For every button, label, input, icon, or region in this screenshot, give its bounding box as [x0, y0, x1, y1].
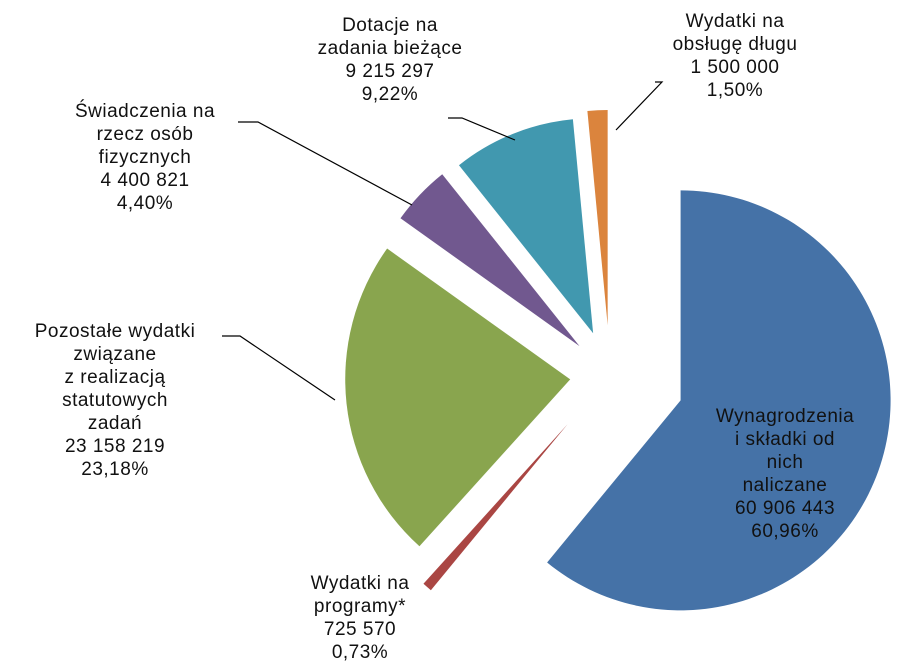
percent-label: 0,73% — [331, 642, 389, 663]
pie-slice — [423, 424, 568, 591]
value-label: 23 158 219 — [64, 436, 166, 457]
category-label: Wydatki na programy* — [310, 573, 410, 617]
pie-slice — [458, 119, 594, 334]
value-label: 1 500 000 — [690, 57, 780, 78]
value-label: 4 400 821 — [100, 170, 190, 191]
pie-slice — [400, 174, 580, 347]
value-label: 9 215 297 — [345, 61, 435, 82]
percent-label: 4,40% — [116, 193, 174, 214]
slice-label: Wydatki na obsługę długu 1 500 000 1,50% — [673, 10, 798, 102]
leader-line — [222, 335, 336, 401]
percent-label: 60,96% — [751, 521, 819, 542]
percent-label: 9,22% — [361, 84, 419, 105]
value-label: 60 906 443 — [734, 498, 836, 519]
value-label: 725 570 — [323, 619, 397, 640]
pie-slice — [547, 190, 891, 611]
pie-slice — [345, 248, 571, 547]
slice-label: Wynagrodzenia i składki od nich naliczan… — [716, 405, 854, 543]
pie-slice — [587, 110, 608, 326]
category-label: Wydatki na obsługę długu — [672, 11, 798, 55]
slice-label: Pozostałe wydatki związane z realizacją … — [35, 320, 196, 481]
category-label: Pozostałe wydatki związane z realizacją … — [34, 321, 196, 434]
percent-label: 1,50% — [706, 80, 764, 101]
slice-label: Wydatki na programy* 725 570 0,73% — [311, 572, 410, 664]
percent-label: 23,18% — [81, 459, 149, 480]
leader-line — [448, 117, 516, 141]
leader-line — [615, 81, 664, 131]
slice-label: Dotacje na zadania bieżące 9 215 297 9,22% — [318, 14, 463, 106]
category-label: Dotacje na zadania bieżące — [317, 15, 463, 59]
slice-label: Świadczenia na rzecz osób fizycznych 4 40… — [75, 100, 215, 215]
category-label: Wynagrodzenia i składki od nich naliczan… — [715, 406, 855, 496]
leader-line — [238, 121, 413, 206]
category-label: Świadczenia na rzecz osób fizycznych — [74, 101, 216, 168]
